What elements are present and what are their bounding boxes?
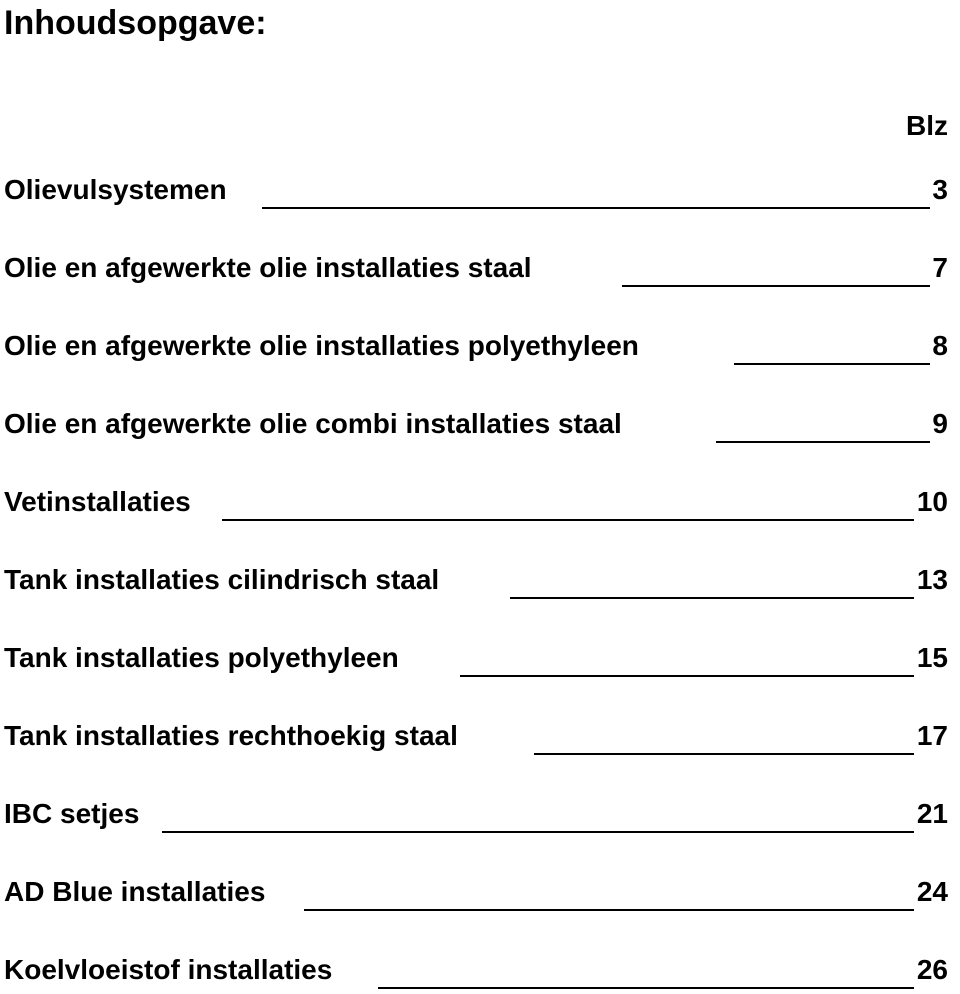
- toc-entry: Olievulsystemen 3: [0, 174, 960, 214]
- toc-leader-rule: [510, 597, 914, 599]
- toc-entry: Tank installaties polyethyleen 15: [0, 642, 960, 682]
- toc-leader-rule: [262, 207, 930, 209]
- toc-column-header: Blz: [906, 110, 948, 142]
- toc-leader-rule: [622, 285, 930, 287]
- toc-entry: AD Blue installaties 24: [0, 876, 960, 916]
- toc-leader-rule: [378, 987, 914, 989]
- toc-entry: Olie en afgewerkte olie combi installati…: [0, 408, 960, 448]
- toc-entry-page: 21: [917, 798, 948, 830]
- toc-entry-page: 10: [917, 486, 948, 518]
- toc-entry-label: Olievulsystemen: [4, 174, 227, 206]
- toc-entry-label: Tank installaties polyethyleen: [4, 642, 399, 674]
- toc-entry: Koelvloeistof installaties 26: [0, 954, 960, 994]
- toc-leader-rule: [734, 363, 930, 365]
- toc-leader-rule: [534, 753, 914, 755]
- toc-entry-label: Vetinstallaties: [4, 486, 191, 518]
- toc-leader-rule: [222, 519, 914, 521]
- toc-entry: Vetinstallaties 10: [0, 486, 960, 526]
- toc-leader-rule: [304, 909, 914, 911]
- toc-entry-label: Tank installaties rechthoekig staal: [4, 720, 458, 752]
- toc-entry-label: Koelvloeistof installaties: [4, 954, 332, 986]
- page-title: Inhoudsopgave:: [4, 4, 267, 43]
- toc-entry-label: Olie en afgewerkte olie combi installati…: [4, 408, 622, 440]
- toc-entry-label: Olie en afgewerkte olie installaties pol…: [4, 330, 639, 362]
- toc-entry-page: 26: [917, 954, 948, 986]
- toc-entry-label: Olie en afgewerkte olie installaties sta…: [4, 252, 532, 284]
- toc-entry: Tank installaties rechthoekig staal 17: [0, 720, 960, 760]
- toc-entry-page: 7: [932, 252, 948, 284]
- toc-leader-rule: [162, 831, 914, 833]
- toc-entry-page: 13: [917, 564, 948, 596]
- toc-entry: Tank installaties cilindrisch staal 13: [0, 564, 960, 604]
- toc-leader-rule: [460, 675, 914, 677]
- toc-leader-rule: [716, 441, 930, 443]
- toc-entry-page: 3: [932, 174, 948, 206]
- toc-entry-page: 9: [932, 408, 948, 440]
- toc-entry-page: 15: [917, 642, 948, 674]
- toc-entry-label: Tank installaties cilindrisch staal: [4, 564, 439, 596]
- toc-entry-label: AD Blue installaties: [4, 876, 265, 908]
- toc-entry-page: 8: [932, 330, 948, 362]
- toc-entry-label: IBC setjes: [4, 798, 139, 830]
- toc-entry-page: 17: [917, 720, 948, 752]
- toc-entry: IBC setjes 21: [0, 798, 960, 838]
- page: Inhoudsopgave: Blz Olievulsystemen 3 Olie …: [0, 0, 960, 852]
- toc-entry-page: 24: [917, 876, 948, 908]
- toc-entry: Olie en afgewerkte olie installaties pol…: [0, 330, 960, 370]
- toc-entry: Olie en afgewerkte olie installaties sta…: [0, 252, 960, 292]
